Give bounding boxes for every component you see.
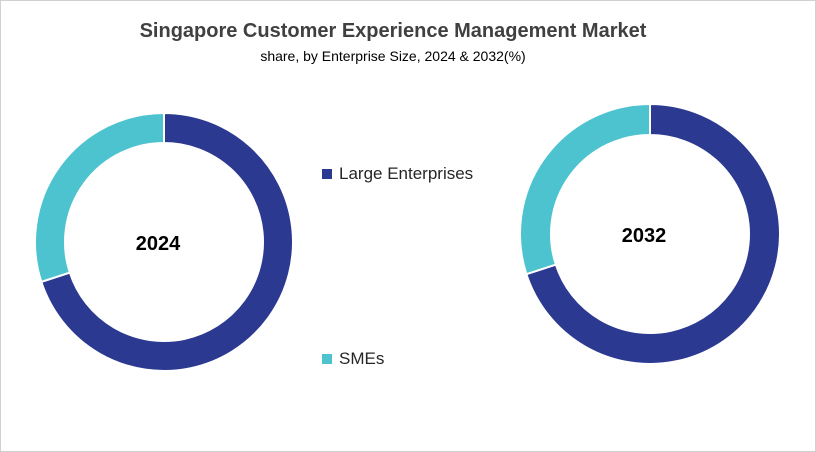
legend-swatch-smes [322,354,332,364]
legend-item-smes: SMEs [322,349,384,369]
donut-year-label-2032: 2032 [622,225,667,247]
legend-label-smes: SMEs [339,349,385,368]
legend-label-large-enterprises: Large Enterprises [339,164,474,183]
donut-2032: 2032 [519,102,781,365]
chart-subtitle: share, by Enterprise Size, 2024 & 2032(%… [260,48,526,64]
slice-2032-smes [519,102,651,276]
donut-2024: 2024 [34,111,294,372]
legend-swatch-large-enterprises [322,169,332,179]
chart-title: Singapore Customer Experience Management… [139,20,647,42]
legend-item-large-enterprises: Large Enterprises [322,164,473,184]
slice-2024-smes [34,111,165,284]
donut-year-label-2024: 2024 [136,233,181,255]
slice-2032-large-enterprises [525,102,781,365]
slice-2024-large-enterprises [40,111,294,372]
